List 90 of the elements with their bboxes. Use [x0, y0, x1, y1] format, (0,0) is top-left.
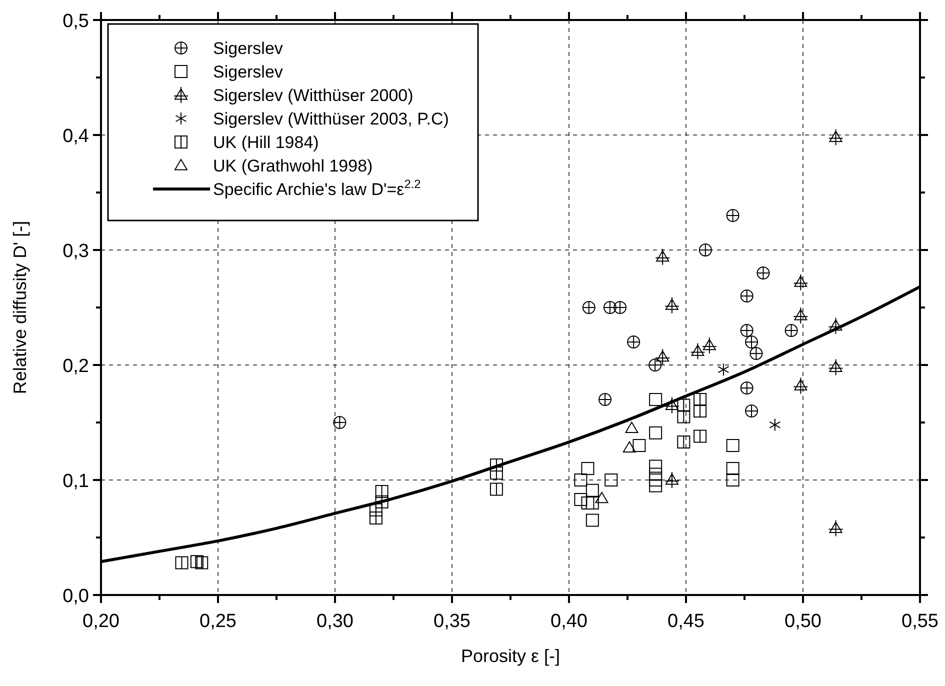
- point: [625, 422, 638, 433]
- point: [595, 492, 608, 504]
- point: [649, 468, 662, 481]
- point: [586, 484, 599, 497]
- point: [828, 358, 844, 376]
- point: [694, 393, 707, 406]
- point: [677, 398, 690, 412]
- point: [627, 336, 640, 348]
- point: [828, 520, 844, 537]
- legend-label: Sigerslev (Witthüser 2000): [213, 86, 414, 105]
- point: [664, 396, 680, 414]
- x-tick-label: 0,25: [200, 611, 236, 632]
- point: [582, 301, 596, 314]
- y-tick-label: 0,5: [62, 11, 89, 32]
- point: [598, 393, 612, 406]
- point: [769, 418, 781, 432]
- point: [702, 336, 717, 354]
- point: [677, 410, 690, 424]
- x-tick-label: 0,35: [434, 611, 470, 632]
- point: [369, 511, 382, 524]
- legend-label: UK (Grathwohl 1998): [213, 156, 373, 176]
- point: [649, 426, 662, 440]
- x-axis-title: Porosity ε [-]: [460, 646, 560, 666]
- point: [740, 324, 754, 337]
- legend-label: Specific Archie's law D'=ε$^{2.2}$: [213, 177, 422, 199]
- point: [740, 382, 754, 394]
- point: [690, 342, 706, 360]
- point: [655, 348, 670, 366]
- point: [726, 474, 740, 486]
- point: [745, 404, 758, 418]
- point: [490, 482, 503, 496]
- legend-label: Sigerslev: [213, 39, 284, 58]
- point: [750, 347, 763, 360]
- legend-label: Sigerslev: [213, 62, 284, 82]
- x-tick-label: 0,20: [82, 611, 120, 632]
- point: [586, 514, 599, 527]
- point: [490, 458, 503, 472]
- point: [649, 393, 662, 406]
- legend-label: Sigerslev (Witthüser 2003, P.C): [213, 110, 449, 128]
- point: [793, 307, 808, 324]
- point: [655, 248, 670, 266]
- point: [828, 128, 844, 146]
- point: [677, 436, 690, 449]
- point: [726, 462, 740, 475]
- x-tick-label: 0,30: [316, 611, 354, 632]
- point: [490, 466, 503, 480]
- point: [649, 460, 662, 473]
- point: [195, 556, 208, 570]
- point: [574, 493, 588, 506]
- y-tick-label: 0,0: [62, 586, 89, 607]
- legend-label: UK (Hill 1984): [213, 133, 319, 152]
- y-tick-label: 0,4: [62, 126, 90, 147]
- point: [333, 416, 346, 429]
- point: [175, 556, 188, 570]
- point: [622, 441, 636, 452]
- point: [784, 324, 798, 337]
- point: [726, 209, 740, 222]
- point: [756, 266, 770, 280]
- x-tick-label: 0,50: [784, 611, 822, 632]
- point: [664, 472, 680, 488]
- point: [375, 485, 388, 498]
- point: [793, 274, 808, 291]
- point: [632, 439, 646, 452]
- y-tick-label: 0,3: [62, 241, 89, 262]
- y-axis-title: Relative diffusity D' [-]: [10, 220, 30, 394]
- x-tick-label: 0,45: [668, 611, 704, 632]
- point: [726, 439, 740, 452]
- point: [694, 430, 707, 443]
- point: [604, 474, 618, 486]
- point: [574, 474, 588, 486]
- point: [740, 290, 754, 302]
- point: [603, 301, 616, 314]
- point: [581, 462, 594, 475]
- point: [369, 503, 382, 516]
- point: [648, 358, 662, 372]
- point: [694, 404, 707, 418]
- y-tick-label: 0,2: [62, 356, 89, 377]
- point: [649, 479, 662, 492]
- point: [828, 317, 844, 334]
- point: [698, 244, 712, 256]
- point: [745, 336, 758, 348]
- x-tick-label: 0,55: [902, 611, 938, 632]
- point: [190, 555, 204, 568]
- point: [793, 377, 808, 394]
- x-tick-label: 0,40: [550, 611, 588, 632]
- point: [614, 301, 627, 314]
- point: [718, 363, 730, 376]
- point: [664, 296, 680, 314]
- point: [375, 495, 388, 508]
- y-tick-label: 0,1: [62, 471, 89, 492]
